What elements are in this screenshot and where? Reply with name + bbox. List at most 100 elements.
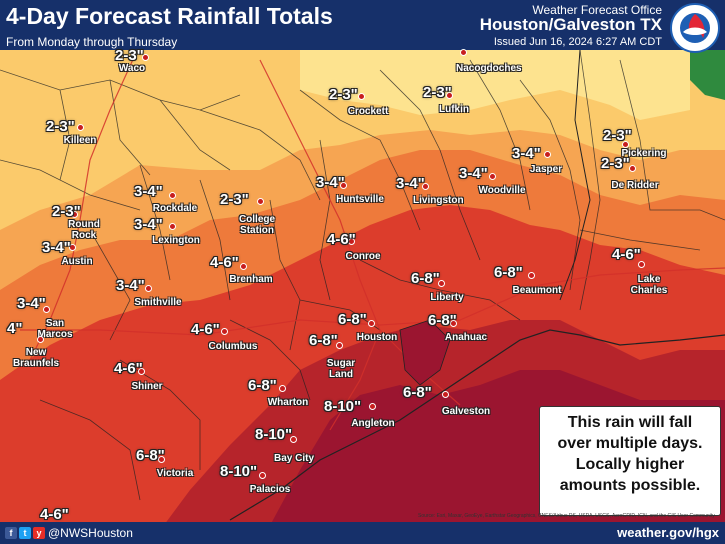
rainfall-amount-label: 3-4" xyxy=(459,165,488,182)
city-marker xyxy=(336,342,343,349)
website-link[interactable]: weather.gov/hgx xyxy=(617,525,719,540)
city-label: New Braunfels xyxy=(12,347,60,369)
land-green xyxy=(690,50,725,100)
rainfall-amount-label: 6-8" xyxy=(428,312,457,329)
city-marker xyxy=(358,93,365,100)
rainfall-amount-label: 3-4" xyxy=(512,145,541,162)
coastline xyxy=(229,329,725,521)
city-marker xyxy=(460,49,467,56)
city-marker xyxy=(422,183,429,190)
youtube-icon[interactable]: y xyxy=(33,527,45,539)
city-label: Angleton xyxy=(351,418,395,429)
city-marker xyxy=(438,280,445,287)
city-label: Galveston xyxy=(441,406,491,417)
highways xyxy=(20,54,725,431)
city-label: Crockett xyxy=(347,106,389,117)
city-marker xyxy=(638,261,645,268)
note-line-3: Locally higher xyxy=(575,456,685,473)
footer-bar: f t y @NWSHouston weather.gov/hgx xyxy=(0,522,725,544)
rainfall-amount-label: 6-8" xyxy=(411,270,440,287)
rainfall-amount-label: 3-4" xyxy=(316,174,345,191)
city-label: Waco xyxy=(118,63,146,74)
rainfall-amount-label: 6-8" xyxy=(403,384,432,401)
rainfall-amount-label: 8-10" xyxy=(220,463,258,480)
rainfall-amount-label: 4-6" xyxy=(191,321,220,338)
city-marker xyxy=(259,472,266,479)
city-label: Bay City xyxy=(273,453,315,464)
page-subtitle: From Monday through Thursday xyxy=(6,35,178,49)
rainfall-amount-label: 2-3" xyxy=(329,86,358,103)
rainfall-amount-label: 4-6" xyxy=(612,246,641,263)
city-label: Victoria xyxy=(156,468,194,479)
city-marker xyxy=(169,192,176,199)
city-label: Jasper xyxy=(529,164,563,175)
rainfall-amount-label: 6-8" xyxy=(136,447,165,464)
city-marker xyxy=(221,328,228,335)
city-label: Palacios xyxy=(249,484,291,495)
rainfall-amount-label: 2-3" xyxy=(46,118,75,135)
header-bar: 4-Day Forecast Rainfall Totals From Mond… xyxy=(0,0,725,53)
galveston-bay xyxy=(399,319,451,386)
city-label: Nacogdoches xyxy=(456,63,522,74)
rainfall-amount-label: 2-3" xyxy=(601,155,630,172)
city-marker xyxy=(629,165,636,172)
band-1-2 xyxy=(300,50,690,120)
city-label: Shiner xyxy=(131,381,163,392)
city-label: Sugar Land xyxy=(326,358,356,380)
city-marker xyxy=(145,285,152,292)
city-label: Rockdale xyxy=(152,203,198,214)
county-lines xyxy=(0,49,725,501)
city-marker xyxy=(368,320,375,327)
city-marker xyxy=(442,391,449,398)
city-label: Killeen xyxy=(63,135,97,146)
rainfall-amount-label: 6-8" xyxy=(309,332,338,349)
city-marker xyxy=(240,263,247,270)
city-marker xyxy=(257,198,264,205)
rainfall-amount-label: 4-6" xyxy=(327,231,356,248)
rain-note: This rain will fall over multiple days. … xyxy=(539,406,721,516)
city-label: Woodville xyxy=(478,185,526,196)
city-label: Brenham xyxy=(229,274,273,285)
rainfall-amount-label: 2-3" xyxy=(115,47,144,64)
city-label: Round Rock xyxy=(68,219,100,241)
city-marker xyxy=(138,368,145,375)
city-marker xyxy=(142,54,149,61)
city-label: Huntsville xyxy=(336,194,384,205)
rainfall-amount-label: 8-10" xyxy=(324,398,362,415)
rainfall-amount-label: 2-3" xyxy=(52,203,81,220)
city-label: Houston xyxy=(356,332,398,343)
twitter-icon[interactable]: t xyxy=(19,527,31,539)
rainfall-amount-label: 6-8" xyxy=(248,377,277,394)
city-marker xyxy=(71,211,78,218)
rainfall-amount-label: 3-4" xyxy=(396,175,425,192)
city-label: Lufkin xyxy=(439,104,469,115)
city-label: Columbus xyxy=(208,341,258,352)
city-marker xyxy=(622,141,629,148)
city-marker xyxy=(446,92,453,99)
rainfall-amount-label: 2-3" xyxy=(603,127,632,144)
issued-time: Issued Jun 16, 2024 6:27 AM CDT xyxy=(493,36,662,48)
city-marker xyxy=(369,403,376,410)
city-marker xyxy=(158,456,165,463)
city-label: Lexington xyxy=(152,235,200,246)
rainfall-amount-label: 4-6" xyxy=(40,506,69,523)
rainfall-amount-label: 3-4" xyxy=(116,277,145,294)
city-marker xyxy=(544,151,551,158)
city-marker xyxy=(340,182,347,189)
city-label: Liberty xyxy=(430,292,464,303)
facebook-icon[interactable]: f xyxy=(5,527,17,539)
rainfall-amount-label: 4" xyxy=(7,320,23,337)
city-marker xyxy=(37,336,44,343)
rainfall-amount-label: 2-3" xyxy=(423,84,452,101)
city-marker xyxy=(279,385,286,392)
note-line-1: This rain will fall xyxy=(567,414,693,431)
city-label: Lake Charles xyxy=(630,274,668,296)
city-label: Smithville xyxy=(134,297,182,308)
city-label: Beaumont xyxy=(512,285,562,296)
map-credit: Source: Esri, Maxar, GeoEye, Earthstar G… xyxy=(418,513,715,519)
city-label: College Station xyxy=(238,214,276,236)
social-handle[interactable]: @NWSHouston xyxy=(48,526,133,540)
rainfall-amount-label: 6-8" xyxy=(338,311,367,328)
nws-logo-icon xyxy=(670,3,720,53)
city-marker xyxy=(348,238,355,245)
